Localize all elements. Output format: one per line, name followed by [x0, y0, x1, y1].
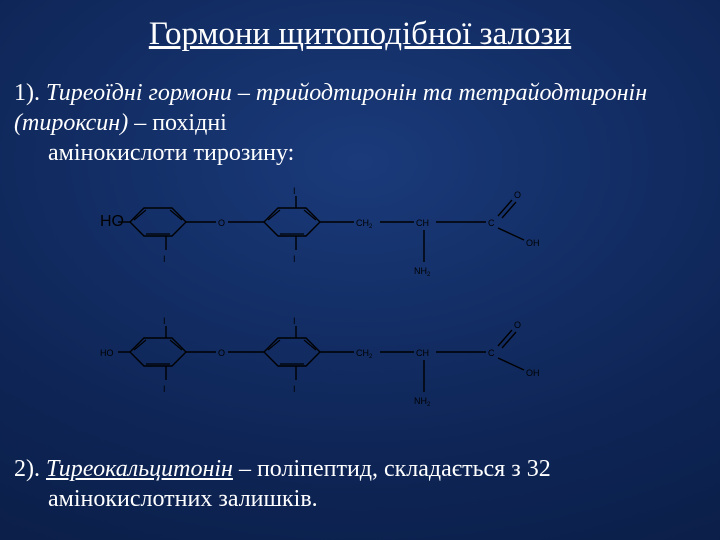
benzene-ring-2 [264, 338, 320, 366]
label-o-ether: O [218, 348, 225, 358]
para1-number: 1). [14, 80, 40, 106]
paragraph-2: 2). Тиреокальцитонін – поліпептид, склад… [14, 454, 690, 514]
benzene-ring-2 [264, 208, 320, 236]
label-c: C [488, 348, 495, 358]
label-i: I [163, 384, 166, 394]
slide-title: Гормони щитоподібної залози [0, 16, 720, 53]
label-ch2: CH2 [356, 348, 373, 360]
label-nh2: NH2 [414, 396, 431, 408]
thyroxine-structure: HO I I O [100, 316, 540, 408]
label-ho: HO [100, 348, 114, 358]
label-i: I [293, 316, 296, 326]
bond [498, 228, 524, 240]
molecule-diagram: HO I O [96, 182, 636, 440]
label-ch2: CH2 [356, 218, 373, 230]
label-ch: CH [416, 218, 429, 228]
label-o: O [514, 190, 521, 200]
label-oh: OH [526, 238, 540, 248]
paragraph-1: 1). Тиреоїдні гормони – трийодтиронін та… [14, 78, 690, 168]
para2-rest-line1: – поліпептид, складається з 32 [233, 456, 551, 482]
benzene-ring-1 [130, 208, 186, 236]
para2-emphasis: Тиреокальцитонін [46, 456, 233, 482]
label-i: I [293, 186, 296, 196]
benzene-ring-1 [130, 338, 186, 366]
label-nh2: NH2 [414, 266, 431, 278]
label-oh: OH [526, 368, 540, 378]
para2-number: 2). [14, 456, 40, 482]
label-ch: CH [416, 348, 429, 358]
bond [498, 358, 524, 370]
label-i: I [163, 316, 166, 326]
label-i: I [293, 384, 296, 394]
para1-emphasis: Тиреоїдні гормони – трийодтиронін та тет… [14, 80, 647, 136]
label-i: I [163, 254, 166, 264]
para1-rest-line1: – похідні [128, 110, 227, 136]
para2-rest-line2: амінокислотних залишків. [14, 484, 690, 514]
label-o: O [514, 320, 521, 330]
para1-rest-line2: амінокислоти тирозину: [14, 138, 690, 168]
label-o-ether: O [218, 218, 225, 228]
slide: Гормони щитоподібної залози 1). Тиреоїдн… [0, 0, 720, 540]
label-i: I [293, 254, 296, 264]
triiodothyronine-structure: HO I O [100, 186, 540, 278]
label-c: C [488, 218, 495, 228]
